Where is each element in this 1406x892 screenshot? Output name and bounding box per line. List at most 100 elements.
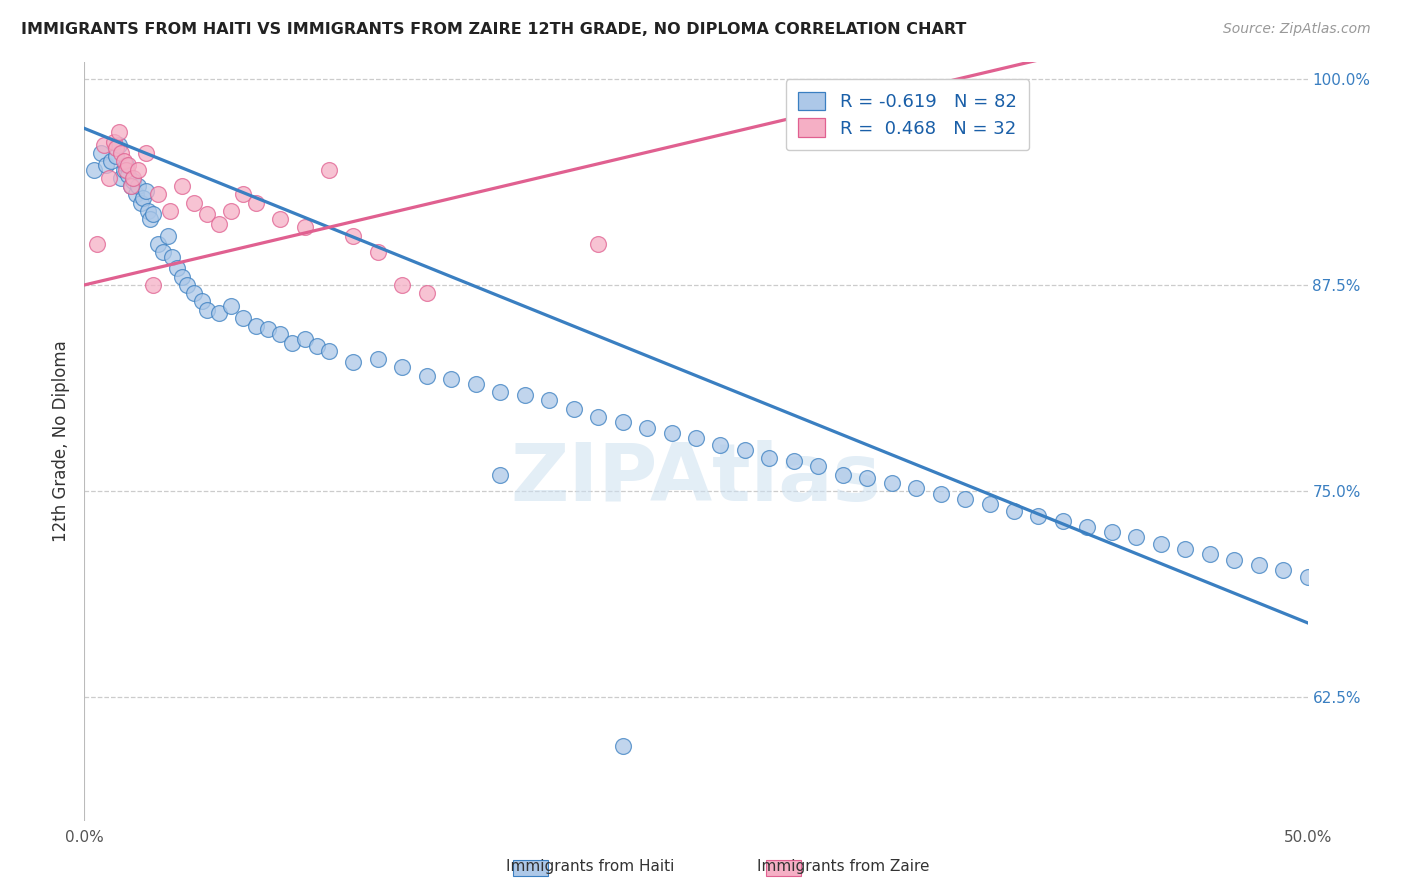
Point [979,497,1001,511]
Point [269,327,291,342]
Point [929,487,952,501]
Point [342,355,364,369]
Point [281,335,304,350]
Point [146,236,169,251]
Point [183,286,205,301]
Point [112,154,135,169]
Point [208,306,231,320]
Text: ZIPAtlas: ZIPAtlas [510,441,882,518]
Point [100,154,122,169]
Point [105,141,128,155]
Point [562,401,585,416]
Point [122,174,145,188]
Point [305,339,328,353]
Point [1272,563,1295,577]
Point [96,158,118,172]
Point [176,277,198,292]
Point [1125,530,1147,544]
Point [734,442,756,457]
Point [586,409,609,424]
Text: IMMIGRANTS FROM HAITI VS IMMIGRANTS FROM ZAIRE 12TH GRADE, NO DIPLOMA CORRELATIO: IMMIGRANTS FROM HAITI VS IMMIGRANTS FROM… [21,22,966,37]
Point [107,137,129,152]
Point [117,168,139,182]
Point [1296,570,1319,584]
Point [245,319,267,334]
Point [135,184,157,198]
Point [661,426,683,441]
Point [232,310,254,325]
Point [156,228,179,243]
Point [489,385,512,400]
Legend: R = -0.619   N = 82, R =  0.468   N = 32: R = -0.619 N = 82, R = 0.468 N = 32 [786,79,1029,150]
Point [1002,504,1025,518]
Point [166,261,188,276]
Point [783,454,806,468]
Point [117,158,139,172]
Point [953,492,976,507]
Point [120,179,142,194]
Point [856,471,879,485]
Point [132,191,155,205]
Point [586,236,609,251]
Point [440,372,463,386]
Point [115,158,138,172]
Point [294,220,316,235]
Point [538,393,561,408]
Point [195,207,218,221]
Point [110,170,132,185]
Point [127,179,149,194]
Point [342,228,364,243]
Point [107,125,129,139]
Point [159,203,181,218]
Point [416,286,439,301]
Point [758,450,780,465]
Point [135,146,157,161]
Point [612,415,634,429]
Point [1028,508,1050,523]
Point [257,322,280,336]
Point [489,467,512,482]
Point [318,343,340,358]
Point [269,212,291,227]
Point [391,360,413,375]
Point [880,475,903,490]
Point [86,236,108,251]
Point [112,162,135,177]
Point [208,217,231,231]
Point [195,302,218,317]
Point [367,244,389,259]
Point [1174,541,1197,556]
Point [219,203,242,218]
Point [115,162,138,177]
Point [172,179,194,194]
Point [142,277,165,292]
Point [709,438,731,452]
Point [90,146,112,161]
Point [1223,553,1246,567]
Point [93,137,115,152]
Point [152,244,174,259]
Point [142,207,165,221]
Point [139,212,162,227]
Point [1101,525,1123,540]
Point [245,195,267,210]
Point [172,269,194,284]
Point [831,467,853,482]
Point [391,277,413,292]
Point [513,388,536,402]
Point [183,195,205,210]
Point [125,187,148,202]
Point [110,146,132,161]
Text: Immigrants from Haiti: Immigrants from Haiti [506,859,675,874]
Point [219,299,242,313]
Point [294,332,316,346]
Point [146,187,169,202]
Point [83,162,105,177]
Point [1247,558,1270,573]
Point [162,250,184,264]
Point [367,352,389,367]
Point [120,179,142,194]
Point [127,162,149,177]
Text: Immigrants from Zaire: Immigrants from Zaire [758,859,929,874]
Point [416,368,439,383]
